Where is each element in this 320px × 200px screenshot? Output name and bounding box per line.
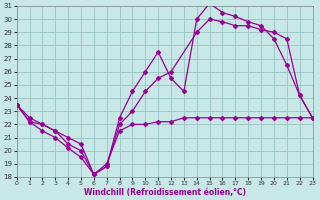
X-axis label: Windchill (Refroidissement éolien,°C): Windchill (Refroidissement éolien,°C)	[84, 188, 245, 197]
